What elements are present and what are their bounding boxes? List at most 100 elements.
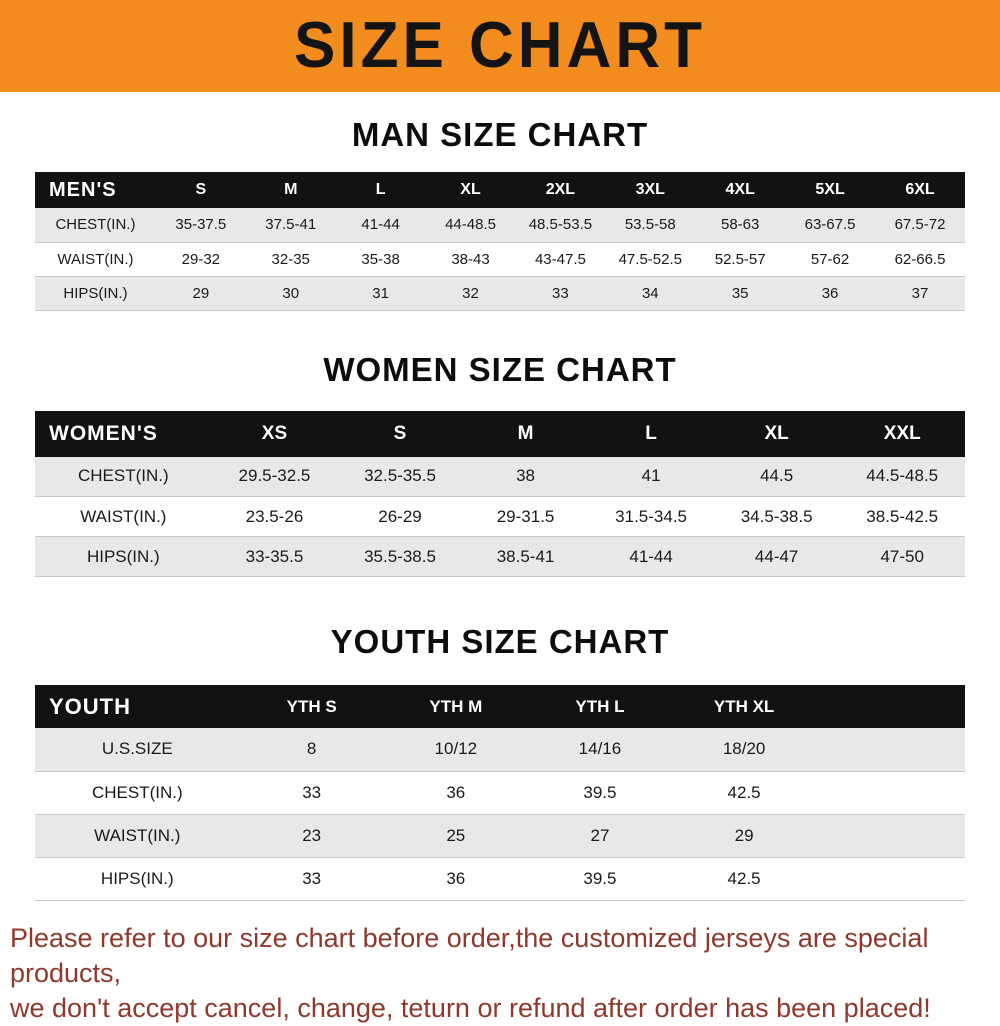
size-value-cell: 29.5-32.5 [238,466,311,486]
women-size-table: WOMEN'S XS S M L XL XXL CHEST(IN.) 29.5-32.5 32.5… [35,410,965,578]
column-header: 5XL [785,172,876,208]
man-size-chart-heading: MAN SIZE CHART [351,116,649,153]
column-header: L [335,172,426,208]
size-value-cell: 27 [590,825,610,845]
column-header: 4XL [695,172,786,208]
size-value-cell: 26-29 [378,506,422,526]
column-header: YTH M [383,685,528,728]
column-header: YTH XL [672,685,817,728]
size-value-cell: 30 [282,284,300,302]
empty-cell [816,857,965,900]
column-header: 3XL [605,172,696,208]
table-header-label: YOUTH [35,685,240,728]
table-row: U.S.SIZE 8 10/12 14/16 18/20 [35,728,965,771]
column-header: XS [211,410,338,457]
row-label: HIPS(IN.) [100,868,174,888]
size-value-cell: 44-47 [754,546,799,566]
size-value-cell: 14/16 [578,739,622,759]
size-value-cell: 63-67.5 [804,216,856,234]
size-value-cell: 23.5-26 [245,506,304,526]
size-value-cell: 67.5-72 [894,216,946,234]
table-header-row: MEN'S S M L XL 2XL 3XL 4XL 5XL 6XL [35,172,965,208]
size-value-cell: 62-66.5 [894,250,946,268]
size-value-cell: 34 [641,284,659,302]
size-value-cell: 42.5 [727,868,761,888]
column-header-filler [816,685,965,728]
footer-disclaimer-line2: we don't accept cancel, change, teturn o… [10,992,931,1023]
size-value-cell: 53.5-58 [624,216,676,234]
size-value-cell: 36 [446,782,466,802]
size-value-cell: 32 [462,284,479,302]
column-header: M [245,172,336,208]
column-header: YTH L [527,685,673,728]
size-value-cell: 29-31.5 [496,506,555,526]
size-value-cell: 44.5 [760,466,794,486]
column-header: S [155,172,246,208]
column-header: XL [713,410,840,457]
table-row: WAIST(IN.) 29-32 32-35 35-38 38-43 43-47.5 47.… [35,242,965,276]
size-value-cell: 38-43 [451,250,490,268]
column-header: YTH S [239,685,384,728]
table-row: CHEST(IN.) 35-37.5 37.5-41 41-44 44-48.5 48.5… [35,208,965,242]
row-label: CHEST(IN.) [78,466,169,486]
table-row: WAIST(IN.) 23.5-26 26-29 29-31.5 31.5-34.5 34… [35,496,965,537]
size-value-cell: 37.5-41 [265,216,317,234]
size-value-cell: 25 [446,825,466,845]
table-row: HIPS(IN.) 33-35.5 35.5-38.5 38.5-41 41-44 44-… [35,536,965,577]
footer-disclaimer-line1: Please refer to our size chart before or… [10,922,929,988]
size-value-cell: 8 [306,739,317,759]
size-value-cell: 38 [516,466,536,486]
size-value-cell: 33 [552,284,569,302]
size-value-cell: 31 [372,284,389,302]
banner-title: SIZE CHART [294,9,706,82]
size-value-cell: 32-35 [271,250,310,268]
size-value-cell: 41-44 [361,216,400,234]
women-size-table-container: WOMEN'S XS S M L XL XXL CHEST(IN.) 29.5-32.5 32.5… [0,410,1000,578]
table-row: CHEST(IN.) 29.5-32.5 32.5-35.5 38 41 44.5 44.5… [35,456,965,497]
column-header: 2XL [515,172,606,208]
size-value-cell: 35 [731,284,749,302]
size-value-cell: 47-50 [880,546,924,566]
size-value-cell: 18/20 [722,739,766,759]
row-label: WAIST(IN.) [94,825,181,845]
size-value-cell: 57-62 [810,250,850,268]
size-value-cell: 41 [641,466,661,486]
row-label: U.S.SIZE [101,739,173,759]
size-value-cell: 39.5 [583,868,617,888]
size-value-cell: 23 [302,825,322,845]
empty-cell [816,728,965,771]
size-value-cell: 39.5 [583,782,617,802]
table-header-row: YOUTH YTH S YTH M YTH L YTH XL [35,685,965,728]
size-value-cell: 29 [192,284,210,302]
table-row: WAIST(IN.) 23 25 27 29 [35,814,965,857]
size-value-cell: 10/12 [434,739,478,759]
size-value-cell: 33 [302,868,322,888]
table-header-row: WOMEN'S XS S M L XL XXL [35,410,965,457]
size-value-cell: 58-63 [720,216,760,234]
size-value-cell: 29-32 [181,250,221,268]
man-size-table-container: MEN'S S M L XL 2XL 3XL 4XL 5XL 6XL CHEST(IN.) 35-37… [0,172,1000,311]
youth-size-chart-heading: YOUTH SIZE CHART [330,623,670,660]
row-label: HIPS(IN.) [63,284,128,302]
size-value-cell: 38.5-42.5 [866,506,939,526]
size-value-cell: 29 [734,825,754,845]
size-value-cell: 35-38 [361,250,400,268]
row-label: HIPS(IN.) [86,546,160,566]
row-label: WAIST(IN.) [80,506,167,526]
column-header: L [588,410,714,457]
men-size-table: MEN'S S M L XL 2XL 3XL 4XL 5XL 6XL CHEST(IN.) 35-37… [35,172,965,311]
footer-disclaimer: Please refer to our size chart before or… [10,921,1000,1026]
size-value-cell: 36 [446,868,466,888]
size-value-cell: 43-47.5 [534,250,586,268]
size-value-cell: 35-37.5 [175,216,227,234]
size-value-cell: 44-48.5 [445,216,496,234]
table-header-label: WOMEN'S [35,410,212,457]
size-value-cell: 35.5-38.5 [364,546,436,566]
column-header: M [462,410,589,457]
women-size-chart-heading: WOMEN SIZE CHART [323,350,677,388]
size-value-cell: 52.5-57 [714,250,766,268]
size-value-cell: 33 [302,782,322,802]
size-value-cell: 31.5-34.5 [615,506,688,526]
table-row: CHEST(IN.) 33 36 39.5 42.5 [35,771,965,814]
column-header: XL [425,172,516,208]
